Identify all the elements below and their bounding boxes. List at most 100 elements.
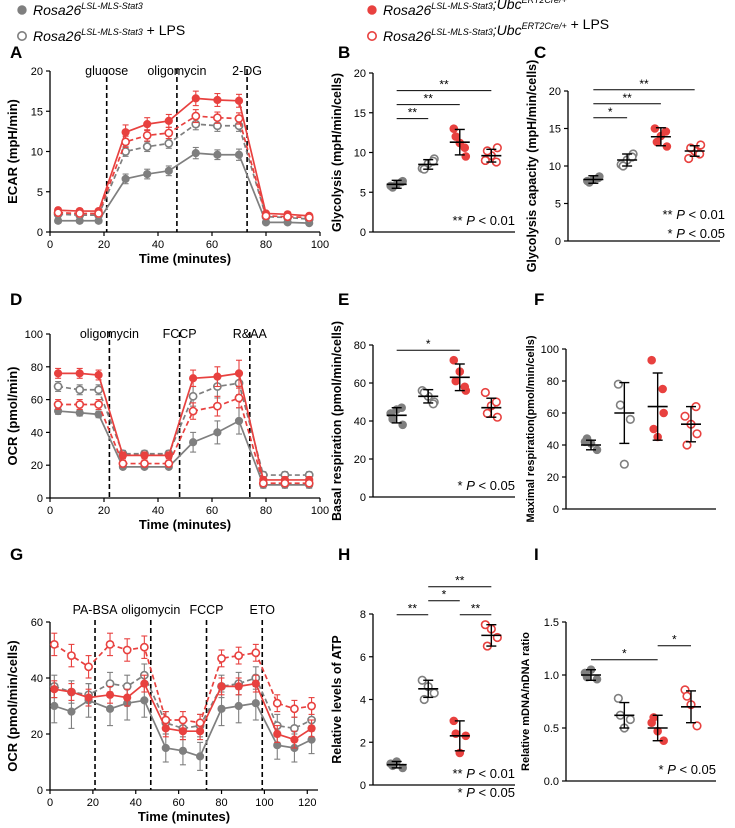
y-tick-label: 0.5: [544, 723, 559, 735]
data-point: [75, 400, 85, 409]
y-tick-label: 20: [31, 66, 43, 78]
data-point: [398, 420, 407, 430]
note-text: **: [452, 213, 466, 228]
data-point: [140, 451, 149, 460]
note-text: *: [458, 478, 467, 493]
data-point: [692, 721, 702, 731]
series: [53, 387, 314, 488]
data-point: [480, 387, 490, 398]
x-tick-label: 80: [260, 239, 272, 251]
data-point: [94, 370, 103, 380]
data-point: [451, 132, 461, 141]
data-point: [50, 685, 59, 694]
data-point: [188, 391, 198, 401]
y-axis-title: Glycolysis (mpH/min/cells): [330, 73, 344, 232]
y-tick-label: 40: [31, 673, 43, 685]
group: [650, 124, 672, 151]
y-tick-label: 0: [37, 227, 43, 239]
note-text: P: [667, 762, 676, 777]
y-tick-label: 1.5: [544, 617, 559, 629]
data-point: [178, 746, 188, 755]
group: [680, 402, 702, 450]
data-point: [272, 698, 282, 708]
y-tick-label: 5: [37, 187, 43, 199]
significance-label: **: [408, 106, 418, 120]
data-point: [122, 645, 132, 655]
y-tick-label: 0: [360, 780, 366, 792]
data-point: [283, 212, 292, 222]
y-tick-label: 10: [354, 148, 366, 160]
data-point: [234, 150, 244, 159]
legend-text: ERT2Cre/+: [522, 0, 567, 5]
data-point: [304, 213, 314, 222]
group: [480, 620, 502, 651]
y-axis-title: Relative levels of ATP: [330, 635, 344, 764]
group: [386, 176, 407, 192]
p-value-note: ** P < 0.01: [662, 207, 725, 222]
legend-text: ERT2Cre/+: [522, 21, 567, 31]
y-tick-label: 0: [360, 227, 366, 239]
series-line: [54, 673, 312, 730]
data-point: [121, 128, 130, 137]
group: [480, 143, 502, 167]
data-point: [251, 679, 260, 688]
legend-marker: [16, 30, 27, 41]
note-text: < 0.01: [475, 766, 515, 781]
data-point: [189, 438, 198, 447]
data-point: [105, 690, 115, 699]
significance-label: **: [455, 574, 465, 588]
y-axis-title: Maximal respiration(pmol/min/cells): [525, 335, 537, 522]
data-point: [234, 682, 243, 691]
legend-text: ;Ubc: [493, 0, 522, 12]
data-point: [140, 696, 149, 705]
data-point: [582, 434, 592, 443]
injection-label: oligomycin: [147, 64, 206, 78]
x-tick-label: 100: [255, 797, 273, 809]
series-line: [58, 97, 310, 217]
p-value-note: ** P < 0.01: [452, 213, 515, 228]
y-tick-label: 60: [354, 378, 366, 390]
data-point: [84, 693, 93, 702]
data-point: [491, 397, 501, 407]
x-axis-title: Time (minutes): [139, 517, 231, 532]
data-point: [290, 735, 299, 744]
x-tick-label: 80: [215, 797, 227, 809]
y-tick-label: 6: [360, 652, 366, 664]
data-point: [123, 693, 132, 702]
data-point: [619, 459, 629, 469]
data-point: [217, 654, 226, 663]
data-point: [613, 693, 623, 703]
x-axis-title: Time (minutes): [139, 251, 231, 266]
data-point: [191, 94, 200, 103]
y-tick-label: 15: [549, 124, 561, 136]
legend-text: Rosa26: [383, 2, 431, 18]
y-tick-label: 20: [547, 472, 559, 484]
data-point: [451, 376, 461, 386]
data-point: [234, 96, 244, 105]
data-point: [143, 169, 152, 179]
legend-label: Rosa26LSL-MLS-Stat3: [33, 1, 143, 18]
data-point: [53, 382, 63, 391]
legend-text: LSL-MLS-Stat3: [81, 1, 143, 11]
y-tick-label: 0: [360, 492, 366, 504]
significance-label: **: [622, 91, 632, 105]
group: [583, 172, 604, 187]
data-point: [388, 414, 397, 424]
data-point: [94, 385, 103, 395]
data-point: [140, 679, 149, 688]
data-point: [121, 174, 130, 183]
significance-label: **: [639, 77, 649, 91]
data-point: [661, 127, 671, 136]
y-tick-label: 60: [31, 617, 43, 629]
data-point: [273, 729, 282, 739]
group: [647, 713, 668, 746]
panel-letter: E: [338, 290, 349, 309]
y-tick-label: 80: [547, 376, 559, 388]
y-tick-label: 20: [31, 729, 43, 741]
legend-text: ;Ubc: [493, 22, 522, 38]
injection-label: 2-DG: [232, 64, 262, 78]
data-point: [75, 209, 85, 218]
